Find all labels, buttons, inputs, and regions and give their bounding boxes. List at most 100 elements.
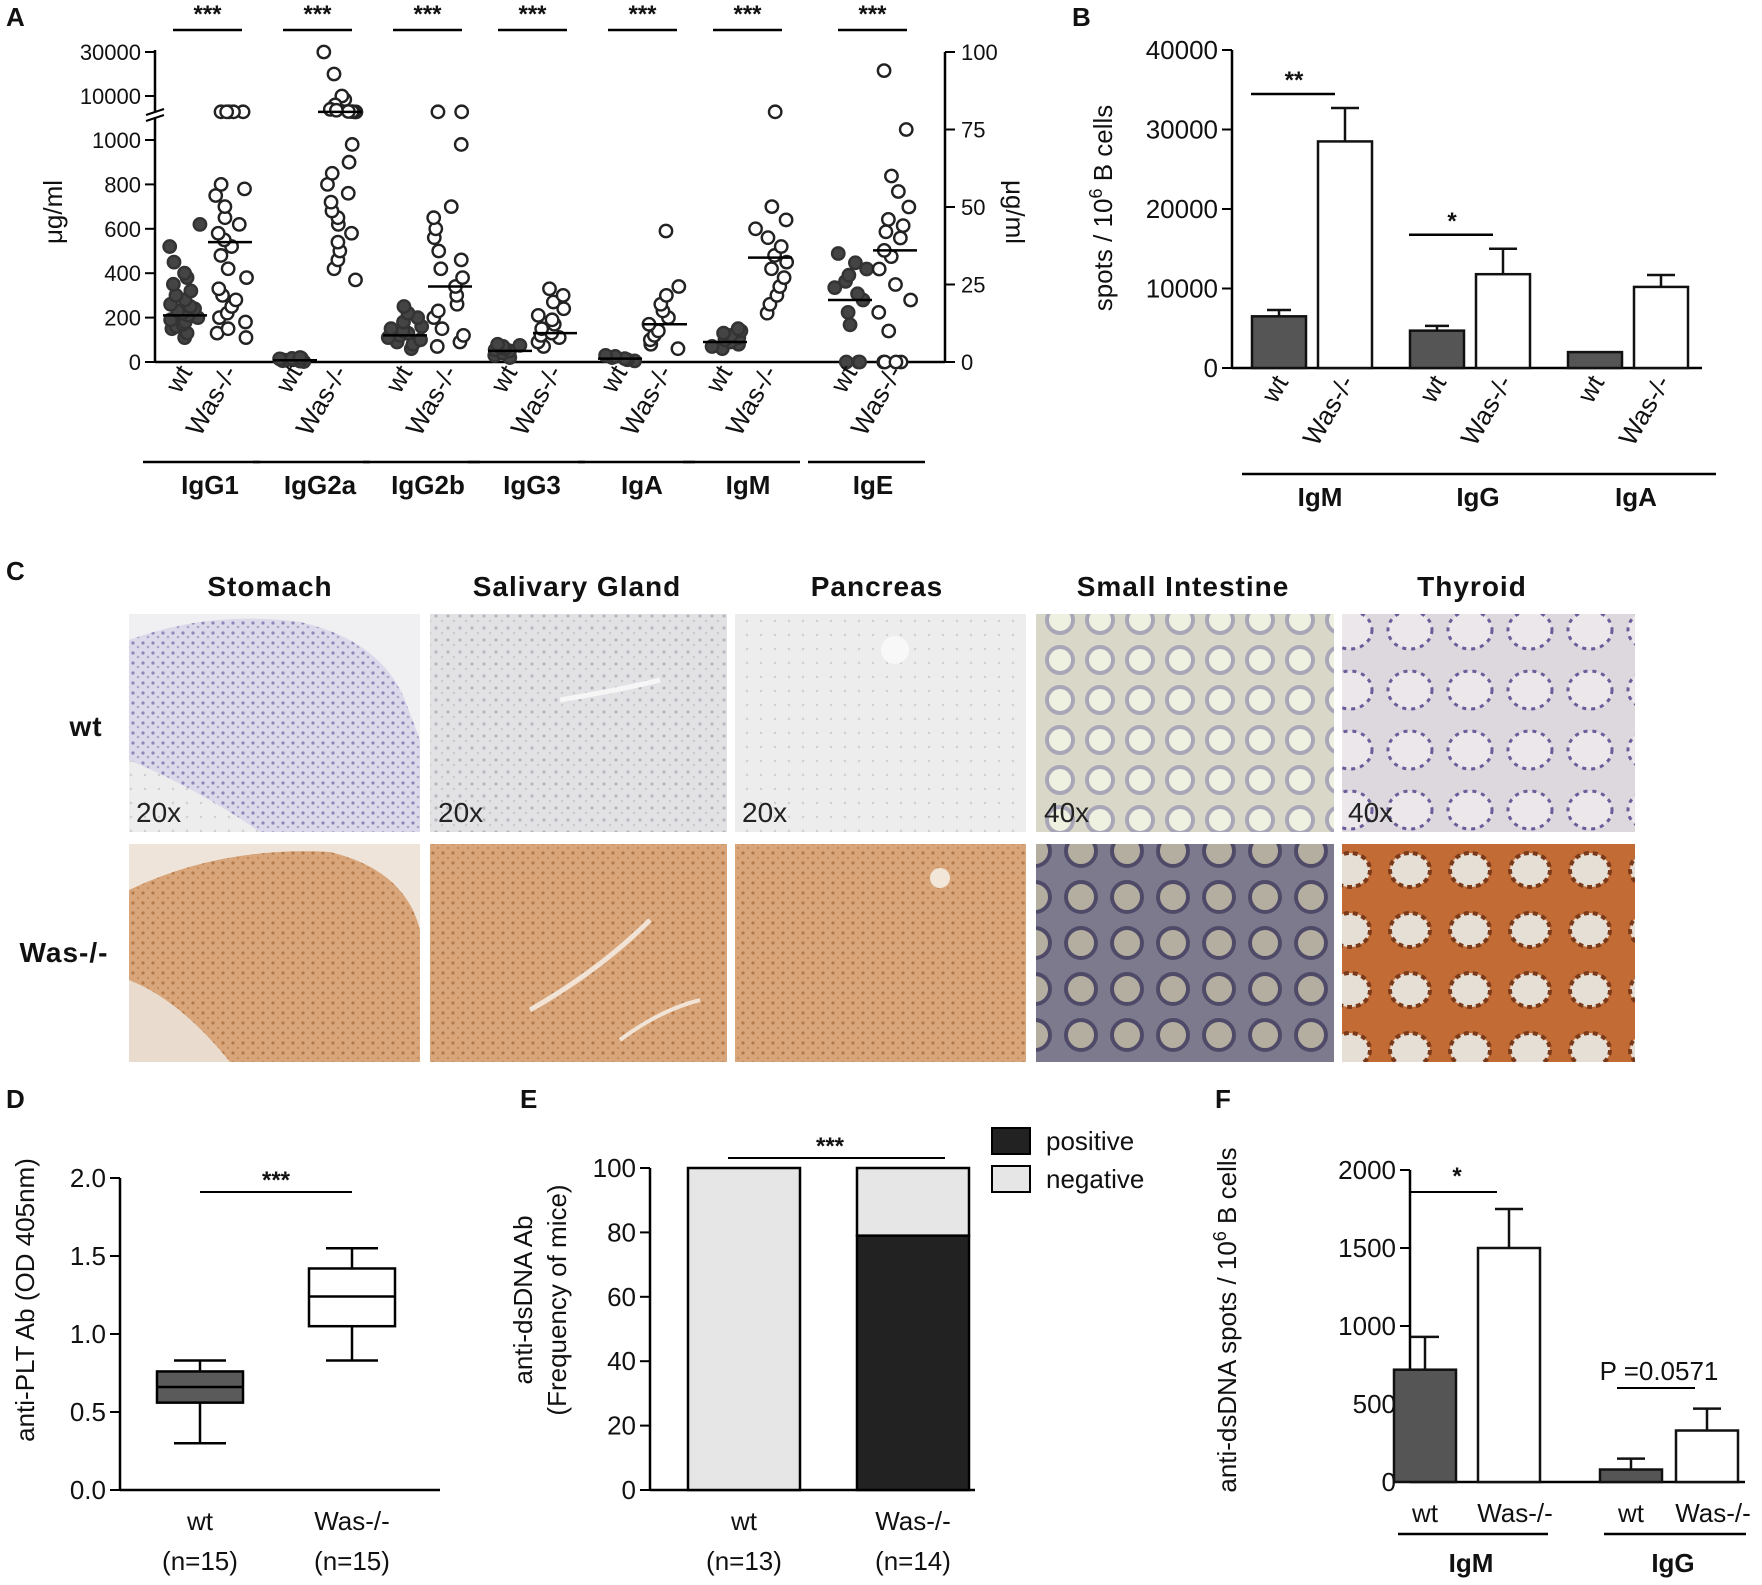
a-point-was	[231, 216, 247, 232]
a-ytick-right-label: 25	[961, 273, 985, 298]
a-point-was	[453, 252, 469, 268]
hist-row-wt: wt	[68, 711, 102, 742]
a-point-was	[671, 279, 687, 294]
a-point-was	[456, 327, 471, 343]
a-ytick-label: 600	[104, 217, 141, 242]
f-ytick-label: 2000	[1338, 1155, 1396, 1185]
a-point-wt	[848, 255, 863, 271]
a-point-was	[892, 230, 908, 246]
hist-image-stomach-was	[129, 844, 420, 1062]
e-xlabel-n: (n=13)	[706, 1546, 782, 1576]
a-point-was	[348, 272, 363, 288]
f-bar-was	[1476, 1246, 1542, 1484]
e-bar-negative	[686, 1166, 802, 1492]
a-point-was	[767, 104, 783, 120]
e-ytick-label: 60	[607, 1282, 636, 1312]
f-group-label: IgM	[1449, 1548, 1494, 1578]
a-point-was	[453, 137, 469, 152]
a-point-wt	[827, 280, 843, 295]
e-ytick-label: 40	[607, 1346, 636, 1376]
b-ytick-label: 30000	[1146, 115, 1218, 145]
a-point-wt	[162, 239, 178, 254]
hist-image-intestine-was	[1036, 844, 1334, 1062]
panel-d-ylabel: anti-PLT Ab (OD 405nm)	[10, 1158, 40, 1442]
a-point-wt	[490, 336, 506, 352]
panel-e-ylabel-1: anti-dsDNA Ab	[508, 1215, 538, 1384]
a-xlabel-wt: wt	[379, 359, 419, 398]
a-point-was	[328, 102, 344, 118]
e-legend-positive-swatch	[991, 1127, 1031, 1155]
hist-mag-stomach: 20x	[136, 797, 181, 828]
f-group-label: IgG	[1651, 1548, 1694, 1578]
a-group-label: IgM	[726, 470, 771, 500]
a-point-was	[239, 270, 254, 286]
b-xlabel-wt: wt	[1413, 369, 1453, 408]
a-point-wt	[165, 276, 181, 292]
f-xlabel-was: Was-/-	[1675, 1498, 1751, 1528]
a-point-was	[238, 330, 254, 345]
a-point-was	[555, 287, 571, 303]
a-sig-label: ***	[733, 1, 762, 28]
a-point-wt	[292, 350, 308, 365]
a-point-was	[888, 354, 904, 370]
a-point-was	[324, 165, 340, 181]
a-point-was	[779, 254, 795, 270]
a-point-was	[880, 211, 896, 227]
a-group-label: IgE	[853, 470, 893, 500]
a-point-was	[760, 230, 776, 246]
b-group-label: IgG	[1456, 482, 1499, 512]
hist-image-pancreas-wt	[735, 614, 1026, 832]
a-ytick-label: 1000	[92, 128, 141, 153]
hist-col-thyroid: Thyroid	[1417, 571, 1527, 602]
a-point-was	[895, 218, 911, 234]
e-ytick-label: 20	[607, 1411, 636, 1441]
d-xlabel-n: (n=15)	[314, 1546, 390, 1576]
a-group-label: IgA	[621, 470, 663, 500]
hist-image-thyroid-was	[1342, 844, 1635, 1062]
a-axis-break	[145, 108, 165, 116]
a-point-was	[764, 261, 779, 277]
d-xlabel: Was-/-	[314, 1506, 390, 1536]
a-ytick-label: 400	[104, 261, 141, 286]
hist-image-pancreas-was	[735, 844, 1026, 1062]
b-xlabel-wt: wt	[1255, 369, 1295, 408]
a-point-was	[876, 63, 892, 79]
hist-image-intestine-wt	[1036, 614, 1334, 832]
a-point-wt	[841, 267, 857, 283]
hist-image-stomach-wt	[129, 614, 420, 832]
e-ytick-label: 80	[607, 1217, 636, 1247]
hist-col-stomach: Stomach	[207, 571, 332, 602]
e-bar-negative	[855, 1166, 971, 1237]
a-point-was	[220, 321, 236, 337]
a-point-wt	[850, 286, 865, 302]
hist-col-pancreas: Pancreas	[811, 571, 944, 602]
f-ytick-label: 1500	[1338, 1233, 1396, 1263]
hist-mag-thyroid: 40x	[1348, 797, 1393, 828]
a-group-label: IgG2b	[391, 470, 465, 500]
a-point-was	[881, 323, 897, 339]
a-point-wt	[192, 216, 208, 232]
a-sig-label: ***	[518, 1, 547, 28]
a-axis-break	[145, 114, 165, 122]
f-xlabel-was: Was-/-	[1477, 1498, 1553, 1528]
hist-col-small-intestine: Small Intestine	[1077, 571, 1290, 602]
a-point-wt	[842, 317, 858, 333]
a-point-was	[878, 224, 894, 240]
a-point-wt	[166, 254, 182, 270]
a-point-was	[238, 314, 253, 330]
b-ytick-label: 40000	[1146, 35, 1218, 65]
d-sig-label: ***	[262, 1167, 291, 1194]
a-point-was	[658, 287, 674, 303]
d-ytick-label: 0.5	[70, 1397, 106, 1427]
hist-image-thyroid-wt	[1342, 614, 1635, 832]
panel-a-ylabel-left: μg/ml	[38, 180, 68, 244]
panel-a-ylabel-right: μg/ml	[1000, 180, 1030, 244]
a-point-was	[534, 321, 550, 337]
a-point-wt	[183, 283, 199, 299]
a-point-wt	[704, 339, 720, 354]
a-point-was	[903, 292, 919, 308]
a-sig-label: ***	[303, 1, 332, 28]
f-xlabel-wt: wt	[1617, 1498, 1645, 1528]
a-point-was	[326, 66, 342, 82]
